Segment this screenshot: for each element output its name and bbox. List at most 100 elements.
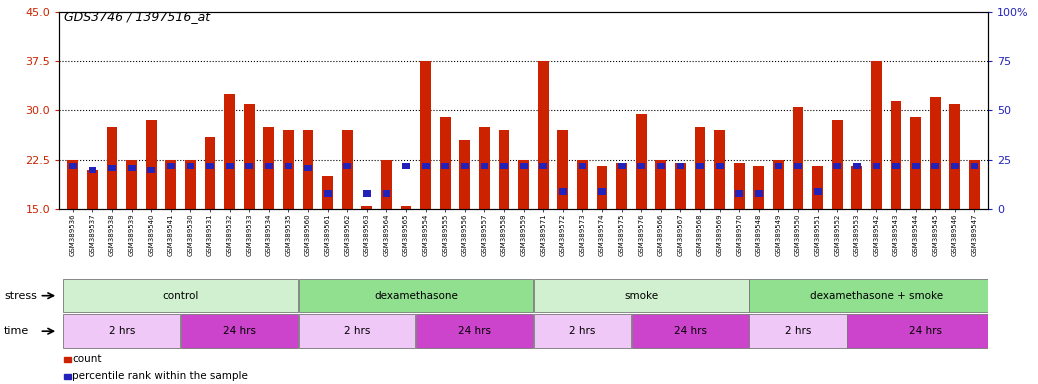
Bar bbox=[207, 162, 214, 169]
Bar bbox=[167, 162, 174, 169]
Bar bbox=[128, 165, 136, 171]
Bar bbox=[716, 162, 723, 169]
Bar bbox=[401, 206, 411, 209]
Bar bbox=[498, 130, 510, 209]
Bar bbox=[69, 162, 77, 169]
Bar bbox=[853, 162, 861, 169]
Text: GDS3746 / 1397516_at: GDS3746 / 1397516_at bbox=[64, 10, 211, 23]
Bar bbox=[969, 160, 980, 209]
Bar bbox=[675, 163, 686, 209]
Text: 2 hrs: 2 hrs bbox=[344, 326, 371, 336]
Text: dexamethasone: dexamethasone bbox=[374, 291, 458, 301]
Bar bbox=[814, 188, 822, 195]
Bar bbox=[540, 162, 547, 169]
Bar bbox=[461, 162, 469, 169]
Bar bbox=[538, 61, 549, 209]
Bar bbox=[813, 166, 823, 209]
Text: 24 hrs: 24 hrs bbox=[674, 326, 707, 336]
FancyBboxPatch shape bbox=[299, 280, 534, 312]
Bar bbox=[734, 163, 744, 209]
FancyBboxPatch shape bbox=[534, 314, 631, 348]
Text: smoke: smoke bbox=[624, 291, 658, 301]
Text: 2 hrs: 2 hrs bbox=[785, 326, 812, 336]
Text: 24 hrs: 24 hrs bbox=[223, 326, 256, 336]
Bar bbox=[598, 188, 606, 195]
Text: 24 hrs: 24 hrs bbox=[909, 326, 941, 336]
Bar bbox=[224, 94, 235, 209]
Bar bbox=[146, 120, 157, 209]
Bar bbox=[67, 160, 78, 209]
Bar bbox=[636, 114, 647, 209]
Text: dexamethasone + smoke: dexamethasone + smoke bbox=[810, 291, 943, 301]
Bar bbox=[930, 97, 940, 209]
Bar bbox=[480, 127, 490, 209]
Bar bbox=[225, 162, 234, 169]
Bar bbox=[871, 61, 882, 209]
Bar bbox=[951, 162, 959, 169]
Bar bbox=[892, 162, 900, 169]
Text: 2 hrs: 2 hrs bbox=[109, 326, 135, 336]
Bar bbox=[851, 166, 863, 209]
Bar bbox=[694, 127, 706, 209]
FancyBboxPatch shape bbox=[632, 314, 748, 348]
Bar bbox=[383, 190, 390, 197]
FancyBboxPatch shape bbox=[416, 314, 534, 348]
Bar bbox=[440, 117, 450, 209]
Text: control: control bbox=[163, 291, 199, 301]
Bar bbox=[244, 104, 254, 209]
Bar bbox=[322, 176, 333, 209]
Bar bbox=[185, 160, 196, 209]
Text: percentile rank within the sample: percentile rank within the sample bbox=[73, 371, 248, 381]
Bar bbox=[677, 162, 684, 169]
Bar bbox=[518, 160, 529, 209]
Bar bbox=[831, 120, 843, 209]
Bar bbox=[265, 162, 273, 169]
FancyBboxPatch shape bbox=[847, 314, 1004, 348]
Bar bbox=[87, 170, 98, 209]
Bar bbox=[245, 162, 253, 169]
Bar bbox=[284, 162, 293, 169]
Bar bbox=[420, 61, 431, 209]
FancyBboxPatch shape bbox=[63, 280, 298, 312]
Bar bbox=[481, 162, 489, 169]
Bar bbox=[755, 190, 763, 197]
FancyBboxPatch shape bbox=[534, 280, 748, 312]
Bar bbox=[597, 166, 607, 209]
Bar bbox=[931, 162, 939, 169]
Bar bbox=[774, 162, 783, 169]
Bar bbox=[204, 137, 216, 209]
Bar bbox=[657, 162, 664, 169]
Bar bbox=[107, 127, 117, 209]
Bar bbox=[618, 162, 626, 169]
FancyBboxPatch shape bbox=[749, 280, 1004, 312]
Bar bbox=[950, 104, 960, 209]
Bar bbox=[735, 190, 743, 197]
Bar bbox=[304, 165, 312, 171]
Bar bbox=[283, 130, 294, 209]
Bar bbox=[754, 166, 764, 209]
Bar bbox=[520, 162, 527, 169]
Bar bbox=[342, 130, 353, 209]
FancyBboxPatch shape bbox=[299, 314, 415, 348]
Bar bbox=[361, 206, 373, 209]
Text: time: time bbox=[4, 326, 29, 336]
Bar bbox=[421, 162, 430, 169]
Bar bbox=[127, 160, 137, 209]
Bar bbox=[617, 163, 627, 209]
Bar bbox=[264, 127, 274, 209]
Bar bbox=[460, 140, 470, 209]
Bar bbox=[637, 162, 646, 169]
Bar bbox=[147, 167, 156, 173]
Bar bbox=[165, 160, 176, 209]
Bar bbox=[363, 190, 371, 197]
Text: stress: stress bbox=[4, 291, 37, 301]
FancyBboxPatch shape bbox=[63, 314, 181, 348]
Text: count: count bbox=[73, 354, 102, 364]
Bar bbox=[873, 162, 880, 169]
Bar bbox=[381, 160, 392, 209]
Bar bbox=[108, 165, 116, 171]
FancyBboxPatch shape bbox=[181, 314, 298, 348]
Text: 2 hrs: 2 hrs bbox=[569, 326, 596, 336]
Bar bbox=[324, 190, 331, 197]
Bar bbox=[578, 162, 586, 169]
